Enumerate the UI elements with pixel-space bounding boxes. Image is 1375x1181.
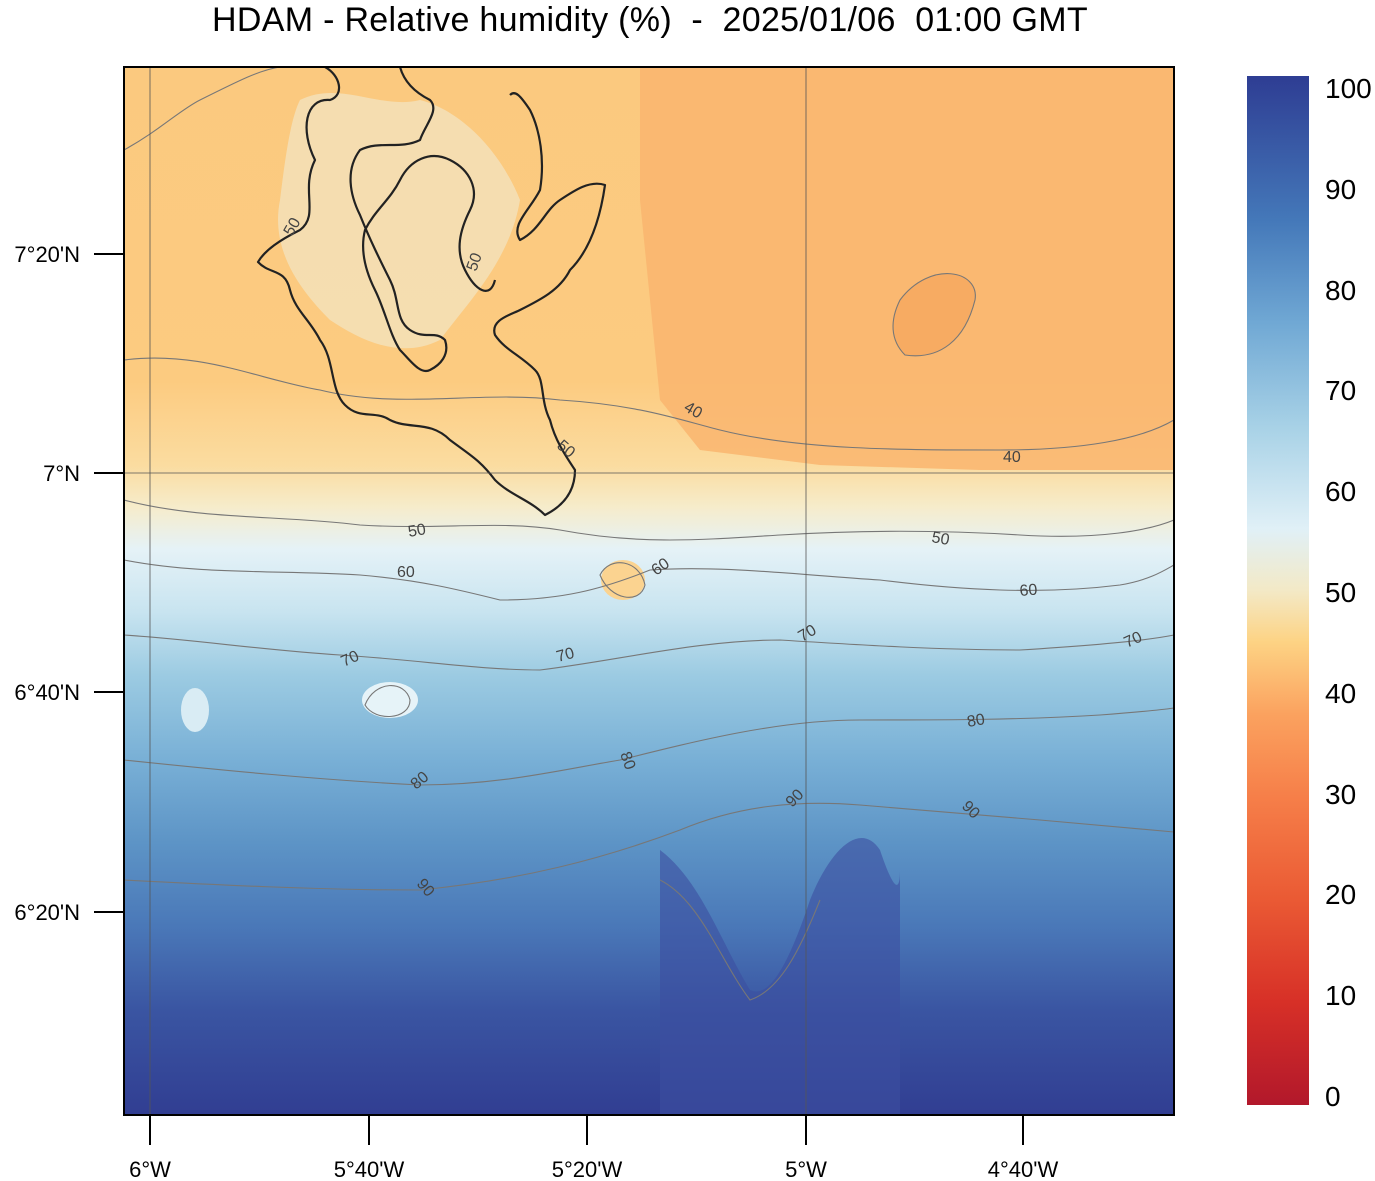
- lon-label: 5°40'W: [334, 1157, 405, 1181]
- contour-label: 80: [966, 711, 987, 731]
- contour-70: [124, 634, 1174, 671]
- contour-50: [124, 499, 1174, 541]
- dry-region: [640, 67, 1174, 470]
- coastline-path: [256, 67, 607, 517]
- dry-core: [893, 273, 976, 356]
- contour-40-north: [124, 67, 281, 151]
- lat-label: 6°40'N: [14, 680, 80, 705]
- contour-blob: [599, 562, 646, 598]
- contour-60: [124, 559, 1174, 601]
- colorbar-label: 70: [1325, 375, 1356, 406]
- coastline-inner: [349, 67, 497, 373]
- contour-dry-core: [892, 273, 976, 357]
- colorbar: 100 90 80 70 60 50 40 30 20 10 0: [1247, 73, 1372, 1112]
- contour-label: 50: [464, 251, 486, 274]
- colorbar-label: 90: [1325, 174, 1356, 205]
- contour-tongue: [659, 879, 821, 1001]
- contour-80: [124, 707, 1174, 786]
- contour-label: 60: [1019, 581, 1038, 599]
- contour-label: 70: [796, 622, 820, 646]
- humidity-field: [124, 67, 1174, 1115]
- graticule: [124, 67, 1174, 1115]
- lon-label: 5°W: [785, 1157, 827, 1181]
- colorbar-label: 30: [1325, 779, 1356, 810]
- contour-90: [124, 802, 1174, 891]
- colorbar-label: 0: [1325, 1081, 1341, 1112]
- colorbar-label: 50: [1325, 577, 1356, 608]
- contour-label: 40: [1003, 449, 1021, 466]
- map-title: HDAM - Relative humidity (%) - 2025/01/0…: [212, 1, 1088, 39]
- contour-label: 70: [339, 648, 362, 671]
- lat-label: 6°20'N: [14, 900, 80, 925]
- lat-label: 7°20'N: [14, 242, 80, 267]
- coastline: [256, 67, 607, 517]
- lon-label: 6°W: [129, 1157, 171, 1181]
- colorbar-labels: 100 90 80 70 60 50 40 30 20 10 0: [1325, 73, 1372, 1112]
- contour-label: 60: [397, 564, 415, 581]
- lat-label: 7°N: [43, 461, 80, 486]
- colorbar-label: 60: [1325, 476, 1356, 507]
- contour-label: 50: [281, 215, 305, 239]
- lon-label: 5°20'W: [552, 1157, 623, 1181]
- contour-label: 70: [555, 645, 577, 666]
- axis-ticks: [94, 253, 1024, 1145]
- contour-blob: [364, 685, 411, 718]
- colorbar-label: 100: [1325, 73, 1372, 104]
- highland-moist: [278, 92, 520, 349]
- lat-tick-labels: 7°20'N 7°N 6°40'N 6°20'N: [14, 242, 80, 925]
- colorbar-gradient: [1247, 76, 1309, 1105]
- lon-tick-labels: 6°W 5°40'W 5°20'W 5°W 4°40'W: [129, 1157, 1058, 1181]
- colorbar-label: 20: [1325, 879, 1356, 910]
- contour-label: 50: [407, 521, 428, 541]
- map-frame: [123, 66, 1175, 1116]
- contour-label: 40: [681, 399, 705, 423]
- colorbar-label: 80: [1325, 275, 1356, 306]
- colorbar-label: 40: [1325, 678, 1356, 709]
- contour-lines: [124, 67, 1174, 1001]
- humid-blob: [181, 688, 209, 732]
- contour-40: [124, 357, 1174, 451]
- contour-label: 70: [1122, 629, 1145, 652]
- contour-label: 50: [930, 529, 951, 549]
- lon-label: 4°40'W: [988, 1157, 1059, 1181]
- colorbar-label: 10: [1325, 980, 1356, 1011]
- contour-label: 80: [616, 750, 638, 773]
